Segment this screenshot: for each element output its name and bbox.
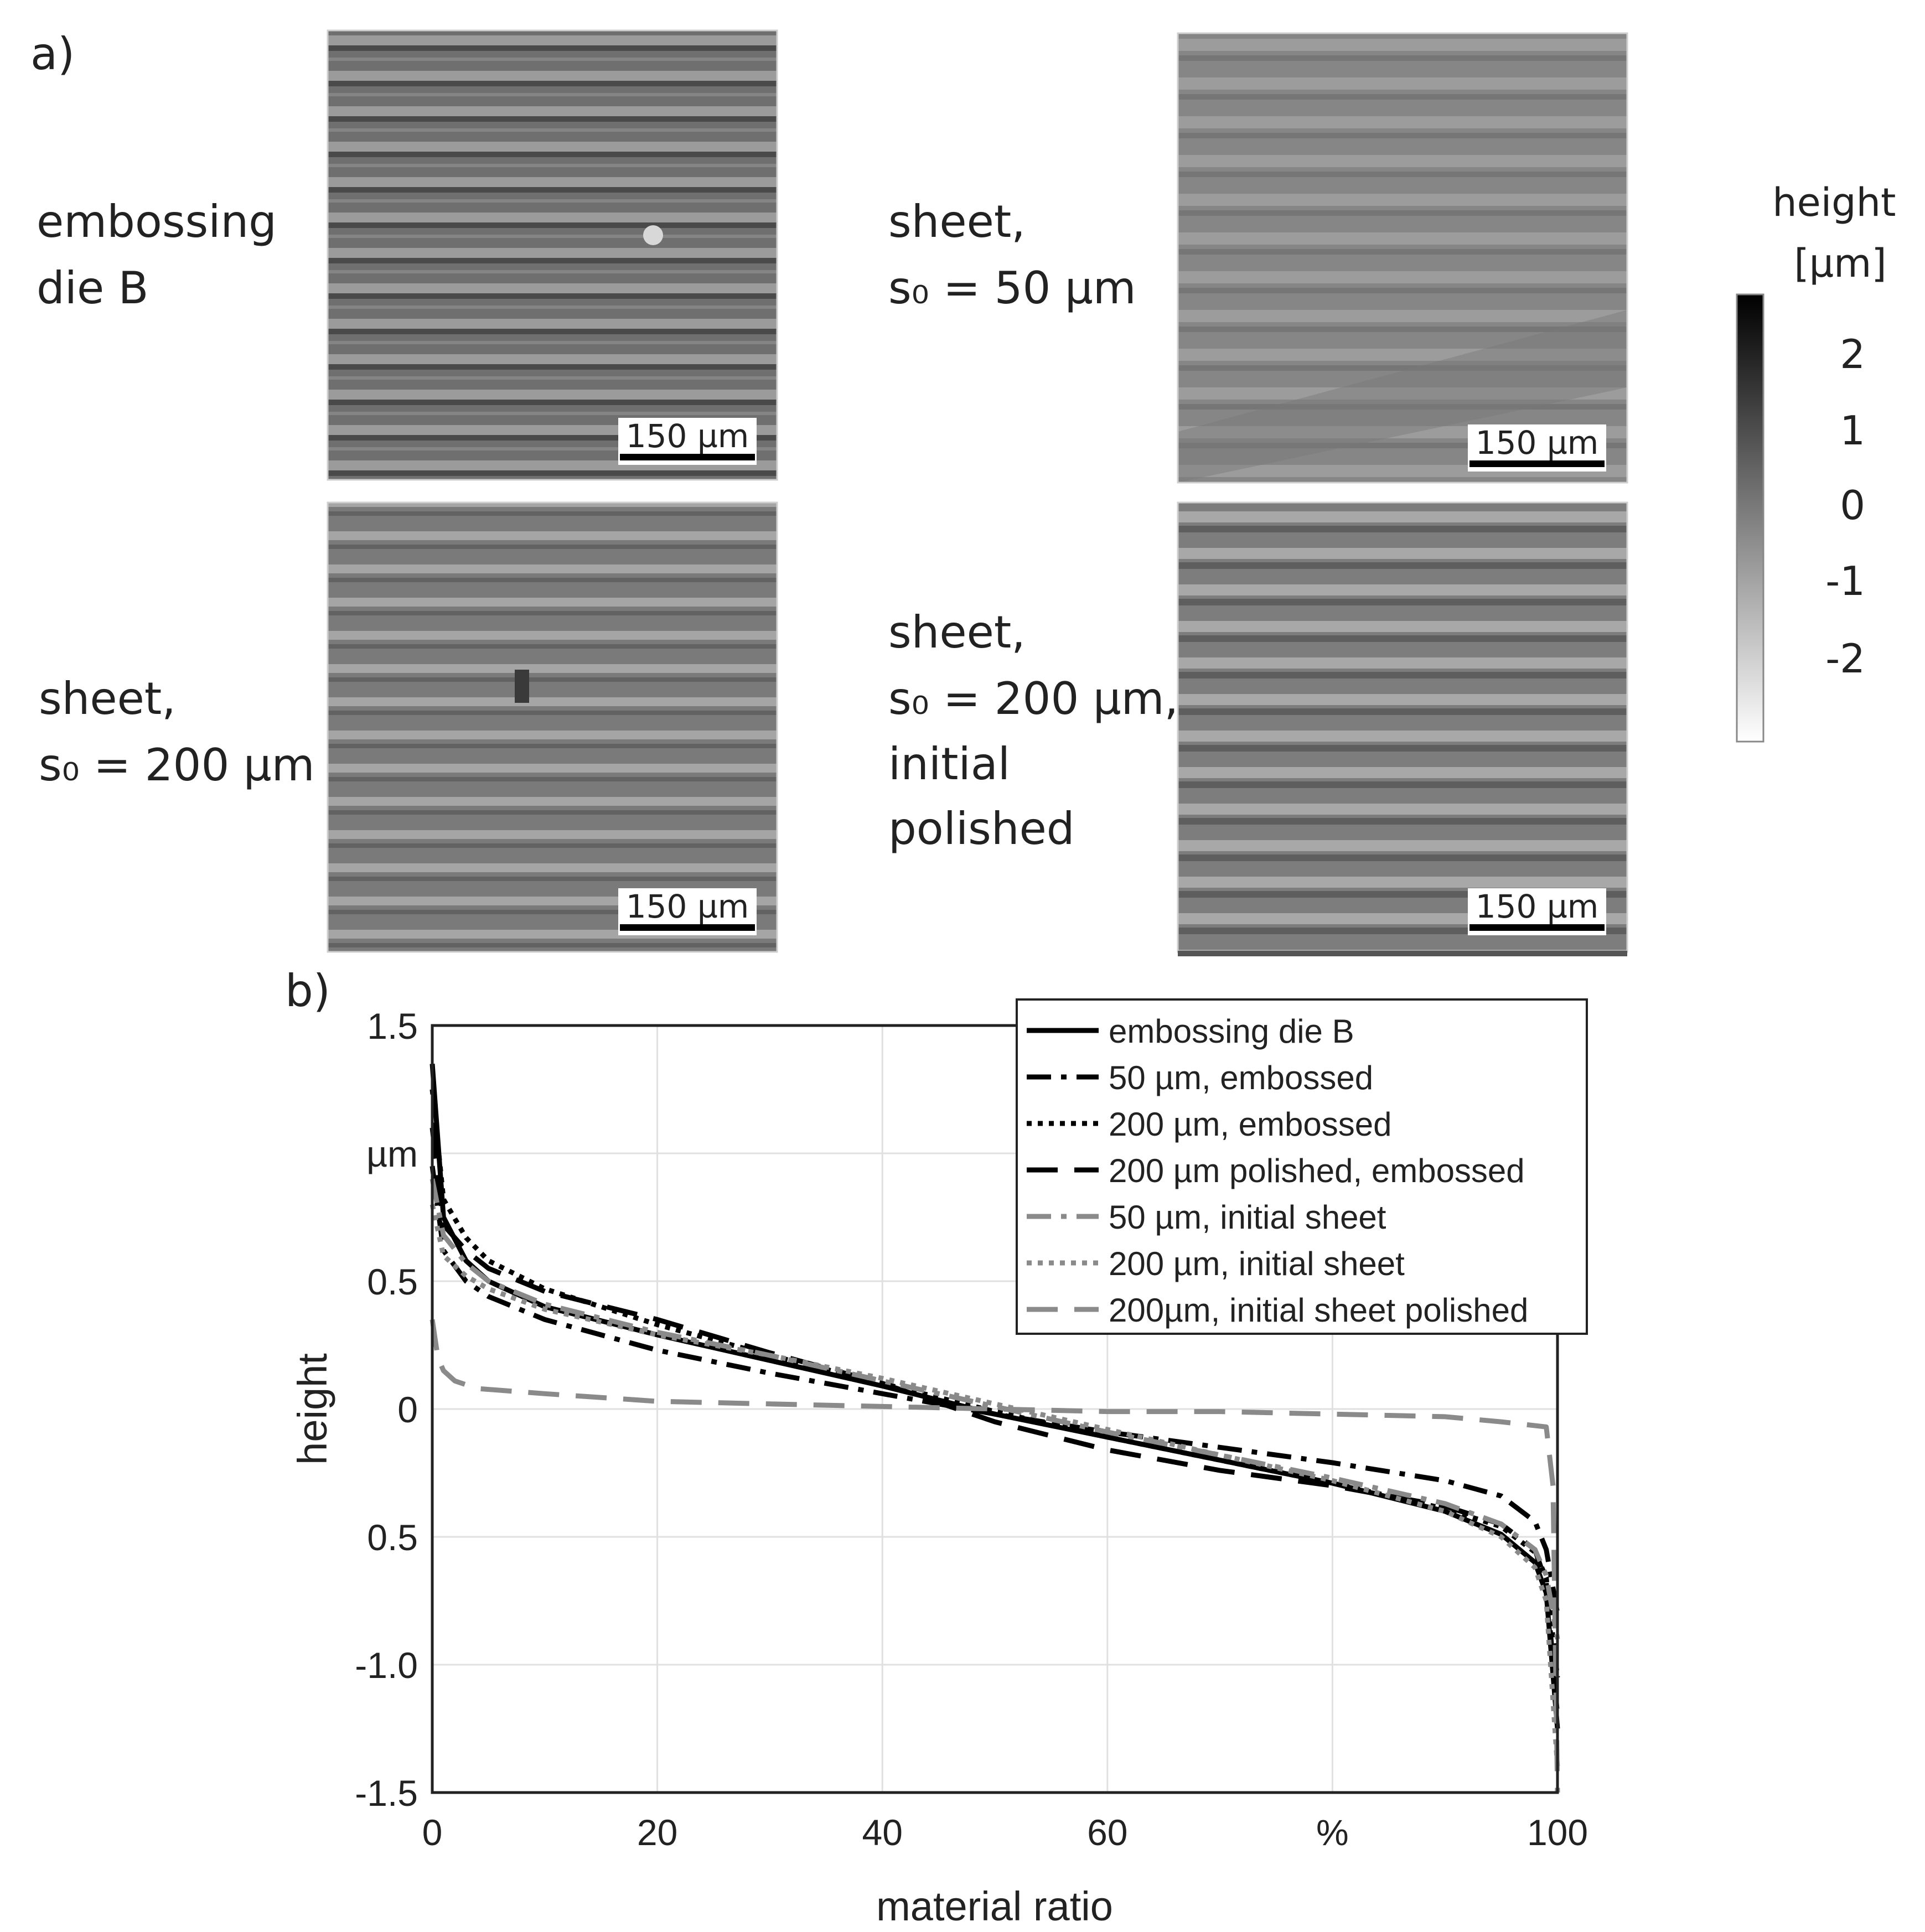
colorbar-tick-label: -2 bbox=[1825, 635, 1865, 682]
legend-entry-label: 200 µm, embossed bbox=[1109, 1106, 1392, 1143]
scale-bar-label: 150 µm bbox=[1476, 424, 1599, 462]
series-line-5 bbox=[429, 1178, 1560, 1640]
series-line-4 bbox=[429, 1127, 1560, 1716]
scale-bar-label: 150 µm bbox=[626, 417, 749, 455]
colorbar-gradient bbox=[1736, 293, 1764, 743]
y-tick-label: µm bbox=[366, 1133, 418, 1174]
panel-b-label: b) bbox=[285, 965, 330, 1017]
scale-bar: 150 µm bbox=[618, 888, 757, 935]
y-tick-label: -1.5 bbox=[355, 1773, 418, 1814]
scale-bar-label: 150 µm bbox=[1476, 888, 1599, 925]
colorbar-tick-label: 2 bbox=[1840, 331, 1865, 377]
y-tick-label: -1.0 bbox=[355, 1645, 418, 1686]
plot-area-frame bbox=[431, 1024, 1559, 1794]
y-axis-label: height bbox=[289, 1353, 335, 1465]
legend-entry-label: 200 µm polished, embossed bbox=[1109, 1152, 1525, 1189]
caption-sheet-50: sheet, s₀ = 50 µm bbox=[888, 196, 1136, 314]
legend-box bbox=[1016, 998, 1588, 1335]
caption-embossing-die: embossing die B bbox=[37, 196, 291, 314]
colorbar: height [µm] 2 1 0 -1 -2 bbox=[1736, 180, 1908, 743]
scale-bar: 150 µm bbox=[1468, 888, 1606, 935]
legend: embossing die B 50 µm, embossed 200 µm, em… bbox=[1016, 998, 1588, 1335]
scale-bar-label: 150 µm bbox=[626, 888, 749, 925]
x-tick-label: 60 bbox=[1087, 1812, 1127, 1853]
scale-bar: 150 µm bbox=[618, 417, 757, 465]
y-tick-label: 0 bbox=[397, 1389, 418, 1430]
caption-sheet-200: sheet, s₀ = 200 µm bbox=[39, 673, 315, 791]
y-tick-label: 0.5 bbox=[367, 1517, 418, 1558]
legend-entry-label: embossing die B bbox=[1109, 1013, 1354, 1050]
series-line-6 bbox=[429, 1204, 1560, 1768]
colorbar-title: height [µm] bbox=[1772, 180, 1908, 286]
micrograph-sheet-200: 150 µm bbox=[327, 501, 778, 953]
x-tick-label: 40 bbox=[862, 1812, 902, 1853]
y-tick-label: 0.5 bbox=[367, 1261, 418, 1302]
x-tick-label: 20 bbox=[637, 1812, 677, 1853]
legend-entry-label: 50 µm, embossed bbox=[1109, 1059, 1373, 1096]
y-tick-label: 1.5 bbox=[367, 1006, 418, 1047]
legend-entry-label: 200µm, initial sheet polished bbox=[1109, 1292, 1528, 1329]
y-tick-labels: 1.5 µm 0.5 0 0.5 -1.0 -1.5 bbox=[355, 1006, 418, 1814]
x-tick-labels: 0 20 40 60% 100 bbox=[422, 1812, 1588, 1853]
colorbar-tick-label: 0 bbox=[1840, 482, 1865, 529]
scale-bar: 150 µm bbox=[1468, 424, 1606, 472]
colorbar-tick-label: -1 bbox=[1825, 558, 1865, 604]
series-line-2 bbox=[429, 1166, 1560, 1614]
x-axis-label: material ratio bbox=[876, 1883, 1113, 1929]
micrograph-sheet-50: 150 µm bbox=[1177, 32, 1628, 484]
material-ratio-chart: 0 20 40 60% 100 1.5 µm 0.5 0 0.5 -1.0 -1.5 materia… bbox=[289, 998, 1588, 1929]
micrograph-embossing-die: 150 µm bbox=[327, 29, 778, 481]
micrograph-sheet-200-polished: 150 µm bbox=[1177, 501, 1628, 956]
legend-entry-label: 200 µm, initial sheet bbox=[1109, 1245, 1405, 1282]
chart-series bbox=[429, 1063, 1560, 1793]
x-tick-label: % bbox=[1316, 1812, 1349, 1853]
panel-a-label: a) bbox=[30, 28, 75, 80]
series-line-7 bbox=[429, 1319, 1560, 1793]
x-tick-label: 100 bbox=[1527, 1812, 1588, 1853]
legend-entry-label: 50 µm, initial sheet bbox=[1109, 1199, 1386, 1236]
colorbar-tick-label: 1 bbox=[1840, 407, 1865, 454]
caption-sheet-200-polished: sheet, s₀ = 200 µm, initial polished bbox=[888, 607, 1192, 854]
x-tick-label: 0 bbox=[422, 1812, 443, 1853]
